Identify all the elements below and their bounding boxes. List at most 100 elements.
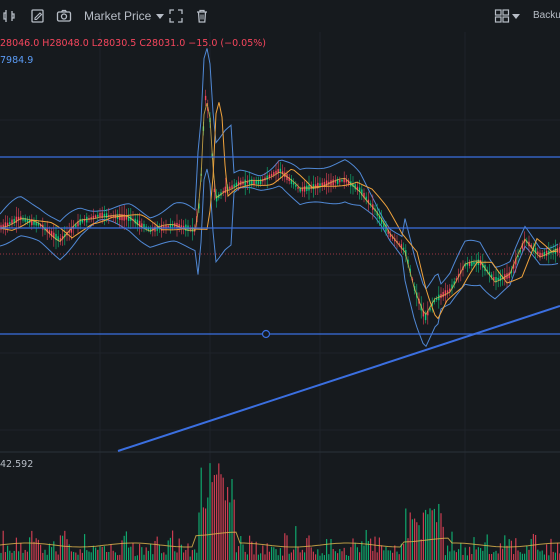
volume-bar <box>240 536 242 560</box>
volume-bar <box>286 535 288 560</box>
volume-bar <box>172 530 174 560</box>
volume-bar <box>244 551 246 560</box>
line-handle[interactable] <box>261 329 271 339</box>
candle-body <box>431 303 433 307</box>
candle-body <box>539 252 541 258</box>
volume-bar <box>557 542 559 560</box>
volume-bar <box>22 552 24 560</box>
ohlc-legend: 28046.0 H28048.0 L28030.5 C28031.0 −15.0… <box>0 38 266 49</box>
volume-bar <box>42 552 44 560</box>
volume-bar <box>242 544 244 560</box>
candle-body <box>405 250 407 257</box>
trash-icon[interactable] <box>194 8 210 24</box>
volume-bar <box>279 548 281 560</box>
candle-body <box>530 244 532 248</box>
candle-body <box>493 277 495 281</box>
volume-bar <box>453 550 455 560</box>
volume-bar <box>147 550 149 560</box>
volume-bar <box>317 549 319 560</box>
camera-icon[interactable] <box>56 8 72 24</box>
volume-bar <box>510 540 512 560</box>
volume-bar <box>295 526 297 560</box>
candle-body <box>147 227 150 231</box>
volume-bar <box>543 554 545 560</box>
backup-button[interactable]: Backup <box>533 10 560 21</box>
volume-bar <box>306 538 308 560</box>
candle-body <box>521 243 524 249</box>
chevron-down-icon <box>156 13 165 19</box>
candle-body <box>369 203 372 205</box>
market-price-dropdown[interactable]: Market Price <box>84 9 165 23</box>
candle-body <box>508 272 510 279</box>
candle-body <box>310 185 312 189</box>
volume-bar <box>101 546 103 560</box>
candle-body <box>213 188 216 193</box>
candle-body <box>363 192 365 198</box>
volume-bar <box>26 551 28 560</box>
volume-bar <box>141 547 143 560</box>
candle-body <box>257 179 260 185</box>
volume-bar <box>372 550 374 560</box>
volume-bar <box>150 543 152 560</box>
candle-body <box>266 175 268 180</box>
candle-body <box>101 212 103 218</box>
volume-bar <box>176 552 178 560</box>
volume-bar <box>484 542 486 560</box>
layout-grid-icon[interactable] <box>494 8 510 24</box>
volume-bar <box>112 550 114 560</box>
volume-bar <box>535 535 537 560</box>
candle-body <box>341 179 343 182</box>
volume-bar <box>508 539 510 560</box>
volume-bar <box>191 550 193 560</box>
volume-bar <box>70 551 72 560</box>
volume-bar <box>207 497 209 560</box>
volume-bar <box>194 549 196 560</box>
volume-bar <box>251 541 253 560</box>
volume-bar <box>257 554 259 560</box>
candle-body <box>55 233 57 241</box>
volume-bar <box>334 551 336 560</box>
candle-body <box>288 177 290 181</box>
candle-body <box>383 222 385 227</box>
bollinger-upper <box>0 48 559 290</box>
edit-icon[interactable] <box>30 8 46 24</box>
candle-body <box>455 278 458 281</box>
layout-chevron-icon[interactable] <box>512 14 520 19</box>
volume-bar <box>198 512 200 560</box>
candle-body <box>464 263 466 267</box>
volume-bar <box>222 477 224 560</box>
volume-bar <box>282 555 284 560</box>
volume-bar <box>202 507 204 560</box>
candle-body <box>334 181 337 183</box>
candle-body <box>295 184 297 187</box>
volume-bar <box>139 543 141 560</box>
volume-bar <box>130 546 132 560</box>
volume-bar <box>519 552 521 560</box>
volume-bar <box>422 512 424 560</box>
candle-body <box>275 170 277 174</box>
candle-body <box>301 187 304 192</box>
indicator-icon[interactable] <box>2 8 18 24</box>
volume-bar <box>513 554 515 560</box>
volume-bar <box>425 509 427 560</box>
candle-body <box>253 180 255 185</box>
volume-bar <box>108 551 110 560</box>
volume-bar <box>95 547 97 560</box>
volume-bar <box>81 552 83 560</box>
volume-bar <box>552 551 554 560</box>
chart-toolbar: Market Price Backup <box>0 0 560 32</box>
volume-bar <box>299 552 301 560</box>
volume-bar <box>418 525 420 560</box>
candle-body <box>519 250 521 253</box>
candle-body <box>136 219 139 226</box>
volume-bar <box>75 552 77 560</box>
volume-bar <box>53 541 55 560</box>
candle-body <box>537 251 539 255</box>
candle-body <box>281 171 284 174</box>
volume-bar <box>383 550 385 560</box>
volume-bar <box>253 554 255 560</box>
expand-icon[interactable] <box>168 8 184 24</box>
candle-body <box>446 290 449 293</box>
candle-body <box>26 219 29 223</box>
